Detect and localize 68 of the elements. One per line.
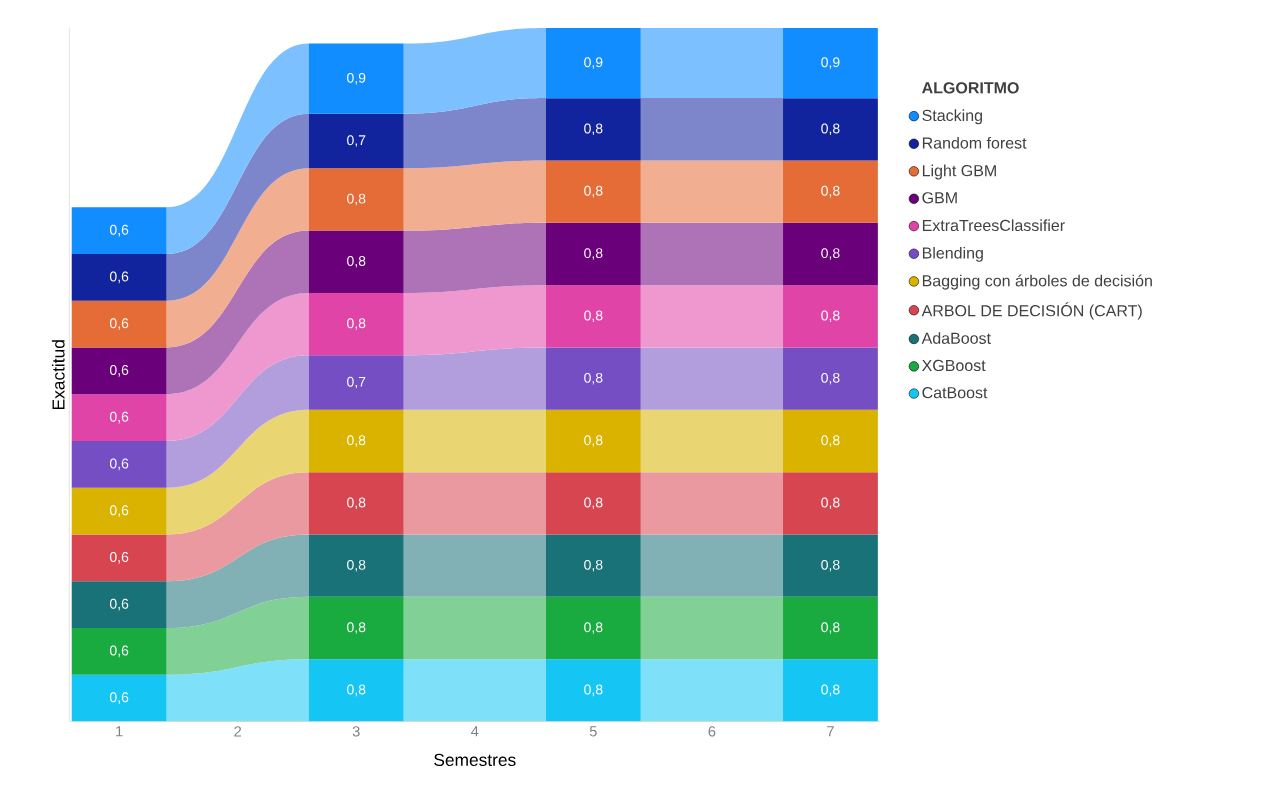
legend-label: AdaBoost: [921, 332, 991, 344]
data-label: 0,7: [347, 376, 366, 389]
legend-label: Stacking: [922, 109, 982, 125]
data-label: 0,8: [584, 248, 603, 260]
data-label: 0,6: [109, 552, 129, 564]
legend-label: ExtraTreesClassifier: [922, 219, 1065, 232]
data-label: 0,6: [109, 365, 129, 377]
data-label: 0,6: [109, 318, 129, 330]
data-label: 0,8: [584, 435, 603, 447]
legend-label: Blending: [922, 246, 983, 262]
data-label: 0,8: [347, 318, 366, 330]
data-label: 0,8: [347, 256, 366, 268]
data-label: 0,6: [109, 645, 129, 658]
bar: [71, 207, 167, 255]
data-label: 0,8: [584, 310, 603, 323]
data-label: 0,6: [109, 598, 129, 611]
data-label: 0,8: [584, 497, 603, 510]
data-label: 0,8: [821, 185, 840, 198]
data-label: 0,8: [821, 684, 840, 697]
data-label: 0,8: [821, 497, 840, 510]
legend-label: Bagging con árboles de decisión: [922, 274, 1152, 290]
data-label: 0,6: [109, 224, 129, 237]
y-axis-title: Exactitud: [51, 340, 65, 410]
legend-title: ALGORITMO: [922, 82, 1019, 94]
data-label: 0,8: [584, 559, 603, 572]
data-label: 0,8: [347, 622, 366, 634]
x-tick-label: 1: [116, 726, 123, 737]
x-tick-label: 3: [352, 726, 360, 737]
data-label: 0,8: [347, 559, 366, 572]
data-label: 0,8: [347, 435, 366, 447]
data-label: 0,6: [109, 458, 129, 471]
data-label: 0,6: [109, 692, 129, 704]
x-tick-label: 7: [827, 726, 834, 737]
legend-label: Random forest: [922, 137, 1027, 149]
data-label: 0,8: [821, 310, 840, 323]
data-label: 0,6: [109, 411, 129, 424]
data-label: 0,7: [347, 135, 366, 147]
data-label: 0,8: [347, 497, 366, 510]
data-label: 0,8: [584, 684, 603, 697]
legend-label: XGBoost: [921, 359, 986, 372]
legend-label: GBM: [922, 192, 957, 204]
data-label: 0,6: [109, 271, 129, 284]
data-label: 0,9: [821, 57, 840, 69]
data-label: 0,8: [584, 185, 603, 198]
data-label: 0,6: [109, 505, 129, 517]
bar: [71, 254, 167, 301]
data-label: 0,8: [821, 435, 840, 447]
data-label: 0,9: [347, 72, 366, 85]
data-label: 0,8: [584, 123, 603, 136]
legend-label: CatBoost: [922, 387, 988, 399]
legend-label: ARBOL DE DECISIÓN (CART): [921, 302, 1142, 320]
data-label: 0,8: [584, 622, 603, 634]
data-label: 0,8: [821, 372, 840, 385]
data-label: 0,8: [584, 372, 603, 385]
data-label: 0,9: [584, 57, 603, 69]
x-axis-title: Semestres: [434, 753, 516, 767]
x-tick-label: 5: [589, 726, 597, 737]
data-label: 0,8: [821, 123, 840, 136]
data-label: 0,8: [821, 559, 840, 572]
x-tick-label: 2: [234, 726, 242, 737]
x-tick-label: 4: [471, 726, 479, 737]
legend-label: Light GBM: [922, 164, 996, 180]
data-label: 0,8: [347, 193, 366, 206]
x-tick-label: 6: [708, 726, 716, 737]
data-label: 0,8: [821, 622, 840, 634]
bar: [71, 300, 167, 348]
data-label: 0,8: [821, 248, 840, 260]
data-label: 0,8: [347, 684, 366, 697]
